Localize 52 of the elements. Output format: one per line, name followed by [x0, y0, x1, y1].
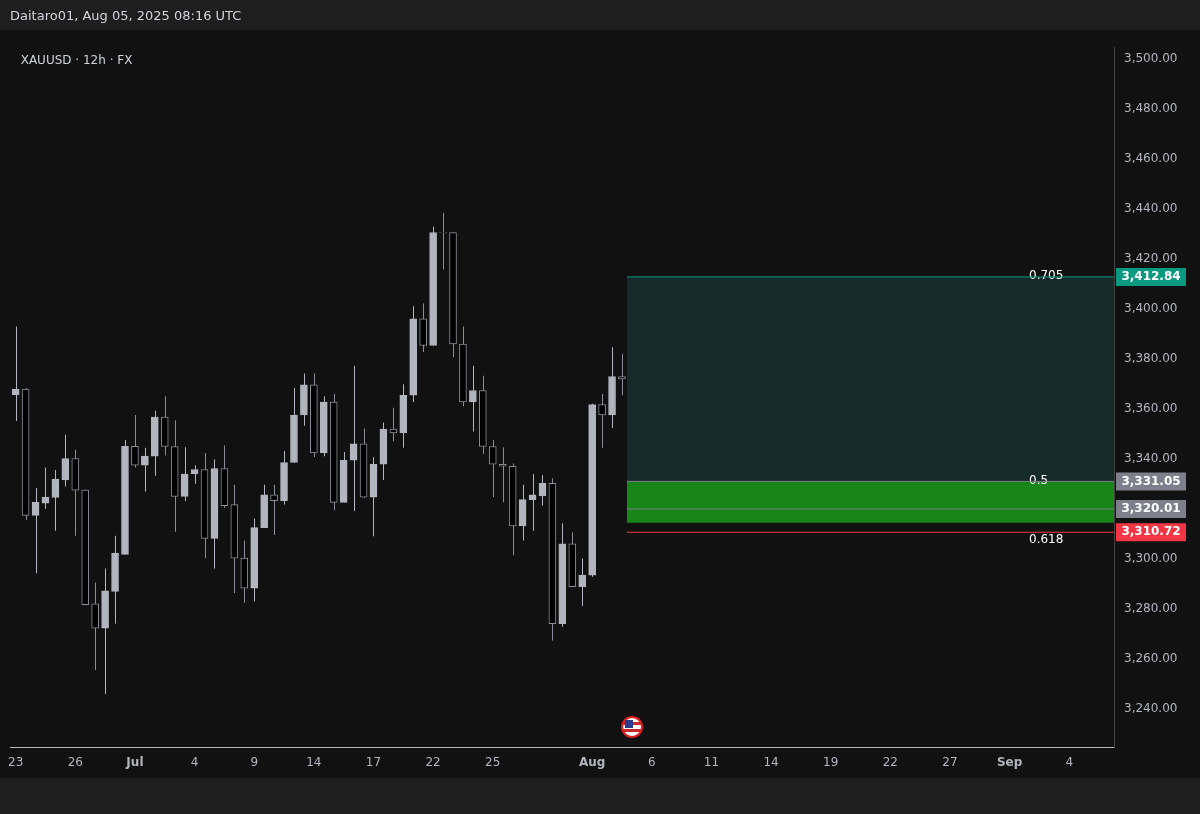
x-tick-label: 14	[763, 754, 779, 769]
text: XAUUSD · 12h · FX	[20, 53, 133, 68]
ref-line-label: 3,412.84	[1121, 269, 1181, 284]
x-tick-label: 22	[882, 754, 898, 769]
x-tick-label: Sep	[996, 754, 1023, 769]
annotation: 0.705	[1029, 268, 1064, 283]
candlestick	[469, 365, 477, 433]
candlestick	[141, 447, 149, 493]
candlestick	[270, 484, 278, 536]
x-tick-label: 11	[703, 754, 720, 769]
x-tick-label: 9	[250, 754, 259, 769]
x-tick-label: 17	[365, 754, 382, 769]
y-tick-label: 3,500.00	[1124, 51, 1178, 66]
y-tick-label: 3,480.00	[1124, 101, 1178, 116]
x-tick-label: Jul	[125, 754, 144, 769]
x-tick-label: 27	[942, 754, 958, 769]
x-tick-label: Aug	[578, 754, 606, 769]
candlestick	[498, 446, 507, 503]
y-tick-label: 3,460.00	[1124, 151, 1178, 166]
x-tick-label: 23	[8, 754, 24, 769]
x-tick-label: 14	[306, 754, 322, 769]
annotation: 0.618	[1029, 532, 1064, 547]
x-tick-label: 4	[190, 754, 199, 769]
x-tick-label: 22	[425, 754, 441, 769]
y-tick-label: 3,420.00	[1124, 251, 1178, 266]
ref-line-label: 3,331.05	[1121, 473, 1181, 488]
y-tick-label: 3,280.00	[1124, 601, 1178, 616]
x-tick-label: 4	[1065, 754, 1074, 769]
candlestick	[349, 365, 358, 512]
x-tick-label: 19	[823, 754, 839, 769]
ref-line-label: 3,320.01	[1121, 501, 1181, 516]
ref-line-label: 3,310.72	[1121, 524, 1181, 539]
candlestick	[598, 393, 606, 449]
candlestick	[131, 414, 139, 469]
candlestick	[91, 582, 99, 671]
x-tick-label: 25	[485, 754, 501, 769]
candlestick	[578, 558, 587, 607]
y-tick-label: 3,440.00	[1124, 201, 1178, 216]
x-tick-label: 6	[647, 754, 656, 769]
candlestick	[528, 473, 537, 532]
y-tick-label: 3,380.00	[1124, 351, 1178, 366]
candlestick	[488, 439, 497, 498]
x-tick-label: 26	[67, 754, 83, 769]
candlestick	[31, 487, 40, 574]
annotation: 0.5	[1029, 472, 1049, 487]
y-tick-label: 3,400.00	[1124, 301, 1178, 316]
y-tick-label: 3,340.00	[1124, 451, 1178, 466]
y-tick-label: 3,260.00	[1124, 651, 1178, 666]
y-tick-label: 3,240.00	[1124, 701, 1178, 716]
y-tick-label: 3,300.00	[1124, 551, 1178, 566]
y-tick-label: 3,360.00	[1124, 401, 1178, 416]
text: Daitaro01, Aug 05, 2025 08:16 UTC	[10, 8, 242, 23]
